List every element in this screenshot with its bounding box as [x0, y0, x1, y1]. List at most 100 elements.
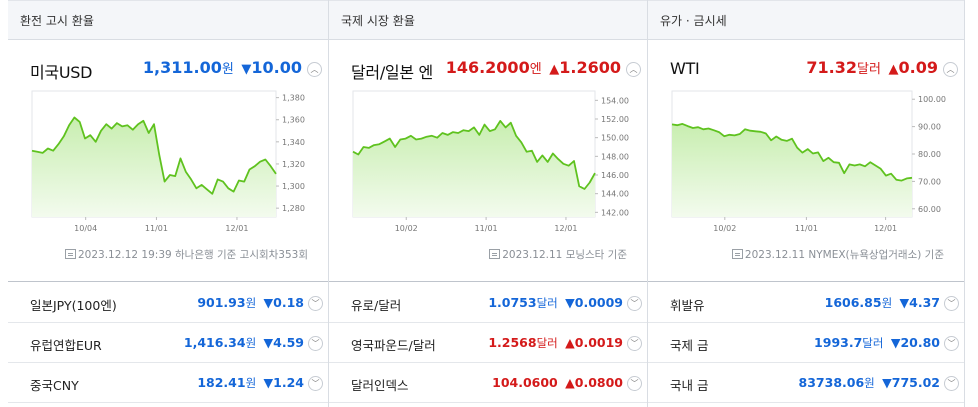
- item-unit: 달러: [862, 336, 884, 350]
- chevron-up-icon[interactable]: ︿: [626, 62, 641, 77]
- main-quote[interactable]: WTI 71.32달러 ▲0.09 ︿ 100.00 90.00 80.00 70.0…: [648, 40, 964, 282]
- chevron-down-icon[interactable]: ﹀: [627, 296, 642, 311]
- chevron-down-icon[interactable]: ﹀: [308, 296, 323, 311]
- source-footnote: 2023.12.12 19:39 하나은행 기준 고시회차353회: [64, 247, 308, 262]
- change: 0.09: [898, 58, 938, 77]
- footnote-text: 2023.12.11 모닝스타 기준: [502, 249, 627, 261]
- rate-list: 일본JPY(100엔) 901.93원 ▼0.18 ﹀ 유럽연합EUR 1,41…: [8, 283, 328, 403]
- list-item[interactable]: 국제 금 1993.7달러 ▼20.80 ﹀: [648, 323, 964, 363]
- y-tick-label: 1,340: [282, 138, 305, 147]
- unit: 엔: [529, 62, 542, 77]
- list-item[interactable]: 유럽연합EUR 1,416.34원 ▼4.59 ﹀: [8, 323, 328, 363]
- y-tick-label: 144.00: [601, 190, 629, 199]
- main-quote[interactable]: 달러/일본 엔 146.2000엔 ▲1.2600 ︿ 154.00 152.00…: [329, 40, 647, 282]
- item-value: 1.2568달러 ▲0.0019: [488, 335, 623, 351]
- chart: 1,380 1,360 1,340 1,320 1,300 1,280 10/04 11/01…: [31, 90, 305, 233]
- y-tick-label: 1,380: [282, 94, 305, 103]
- chevron-down-icon[interactable]: ﹀: [308, 336, 323, 351]
- chevron-up-icon[interactable]: ︿: [307, 62, 322, 77]
- chevron-down-icon[interactable]: ﹀: [944, 296, 959, 311]
- currency-name: 달러/일본 엔: [351, 63, 433, 82]
- commodity-name: WTI: [670, 59, 700, 78]
- y-tick-label: 90.00: [918, 123, 941, 132]
- x-tick-label: 11/01: [145, 224, 168, 233]
- item-change: 0.0009: [574, 295, 623, 310]
- list-item[interactable]: 중국CNY 182.41원 ▼1.24 ﹀: [8, 363, 328, 403]
- down-arrow-icon: ▼: [263, 295, 274, 310]
- down-arrow-icon: ▼: [882, 375, 892, 390]
- down-arrow-icon: ▼: [263, 335, 274, 350]
- item-unit: 달러: [536, 296, 558, 310]
- item-value: 901.93원 ▼0.18: [197, 295, 304, 311]
- item-unit: 원: [245, 336, 257, 350]
- item-value: 83738.06원 ▼775.02: [799, 375, 940, 391]
- item-price: 104.0600: [492, 375, 558, 390]
- item-value: 1,416.34원 ▼4.59: [184, 335, 304, 351]
- source-footnote: 2023.12.11 NYMEX(뉴욕상업거래소) 기준: [731, 247, 944, 262]
- x-tick-label: 11/01: [475, 224, 498, 233]
- panel-header: 국제 시장 환율: [329, 0, 647, 40]
- item-change: 0.0019: [574, 335, 623, 350]
- item-price: 83738.06: [798, 375, 865, 390]
- rate-list: 휘발유 1606.85원 ▼4.37 ﹀ 국제 금 1993.7달러 ▼20.8…: [648, 283, 964, 403]
- item-name: 유로/달러: [351, 298, 402, 313]
- item-unit: 원: [245, 376, 257, 390]
- x-tick-label: 10/02: [713, 224, 736, 233]
- x-tick-label: 11/01: [795, 224, 818, 233]
- item-name: 국내 금: [670, 378, 709, 393]
- chevron-down-icon[interactable]: ﹀: [627, 376, 642, 391]
- chevron-down-icon[interactable]: ﹀: [308, 376, 323, 391]
- price: 71.32: [806, 58, 858, 77]
- item-value: 182.41원 ▼1.24: [197, 375, 304, 391]
- y-tick-label: 1,280: [282, 204, 305, 213]
- up-arrow-icon: ▲: [549, 62, 560, 77]
- y-tick-label: 70.00: [918, 177, 941, 186]
- x-tick-label: 12/01: [874, 224, 897, 233]
- y-tick-label: 154.00: [601, 96, 629, 105]
- chevron-down-icon[interactable]: ﹀: [944, 376, 959, 391]
- quote-value: 146.2000엔 ▲1.2600: [446, 58, 621, 77]
- up-arrow-icon: ▲: [565, 335, 575, 350]
- item-value: 1606.85원 ▼4.37: [825, 295, 940, 311]
- chart-area: [353, 120, 595, 217]
- chart-line: [671, 123, 913, 182]
- down-arrow-icon: ▼: [241, 62, 252, 77]
- chevron-down-icon[interactable]: ﹀: [627, 336, 642, 351]
- panel-international-exchange: 국제 시장 환율 달러/일본 엔 146.2000엔 ▲1.2600 ︿ 154…: [328, 0, 647, 407]
- chevron-down-icon[interactable]: ﹀: [944, 336, 959, 351]
- item-price: 1.2568: [488, 335, 537, 350]
- item-name: 달러인덱스: [351, 378, 409, 393]
- footnote-text: 2023.12.11 NYMEX(뉴욕상업거래소) 기준: [744, 249, 944, 261]
- document-icon: [489, 249, 501, 259]
- x-tick-label: 12/01: [554, 224, 577, 233]
- x-tick-label: 10/04: [74, 224, 97, 233]
- item-value: 1993.7달러 ▼20.80: [814, 335, 940, 351]
- item-price: 901.93: [197, 295, 246, 310]
- down-arrow-icon: ▼: [263, 375, 274, 390]
- source-footnote: 2023.12.11 모닝스타 기준: [489, 247, 627, 262]
- down-arrow-icon: ▼: [890, 335, 901, 350]
- chart-area: [672, 123, 912, 217]
- list-item[interactable]: 국내 금 83738.06원 ▼775.02 ﹀: [648, 363, 964, 403]
- x-tick-label: 10/02: [395, 224, 418, 233]
- unit: 원: [221, 62, 234, 77]
- item-name: 중국CNY: [30, 378, 79, 393]
- main-quote[interactable]: 미국USD 1,311.00원 ▼10.00 ︿ 1,380 1,360 1,340…: [8, 40, 328, 282]
- chevron-up-icon[interactable]: ︿: [943, 62, 958, 77]
- item-value: 1.0753달러 ▼0.0009: [488, 295, 623, 311]
- down-arrow-icon: ▼: [899, 295, 910, 310]
- item-name: 국제 금: [670, 338, 709, 353]
- up-arrow-icon: ▲: [565, 375, 575, 390]
- footnote-text: 2023.12.12 19:39 하나은행 기준 고시회차353회: [77, 249, 308, 261]
- rate-list: 유로/달러 1.0753달러 ▼0.0009 ﹀ 영국파운드/달러 1.2568…: [329, 283, 647, 403]
- currency-name: 미국USD: [30, 63, 93, 82]
- change: 1.2600: [559, 58, 621, 77]
- change: 10.00: [251, 58, 302, 77]
- y-tick-label: 60.00: [918, 205, 941, 214]
- list-item[interactable]: 유로/달러 1.0753달러 ▼0.0009 ﹀: [329, 283, 647, 323]
- list-item[interactable]: 달러인덱스 104.0600 ▲0.0800 ﹀: [329, 363, 647, 403]
- list-item[interactable]: 일본JPY(100엔) 901.93원 ▼0.18 ﹀: [8, 283, 328, 323]
- list-item[interactable]: 휘발유 1606.85원 ▼4.37 ﹀: [648, 283, 964, 323]
- y-tick-label: 1,320: [282, 160, 305, 169]
- list-item[interactable]: 영국파운드/달러 1.2568달러 ▲0.0019 ﹀: [329, 323, 647, 363]
